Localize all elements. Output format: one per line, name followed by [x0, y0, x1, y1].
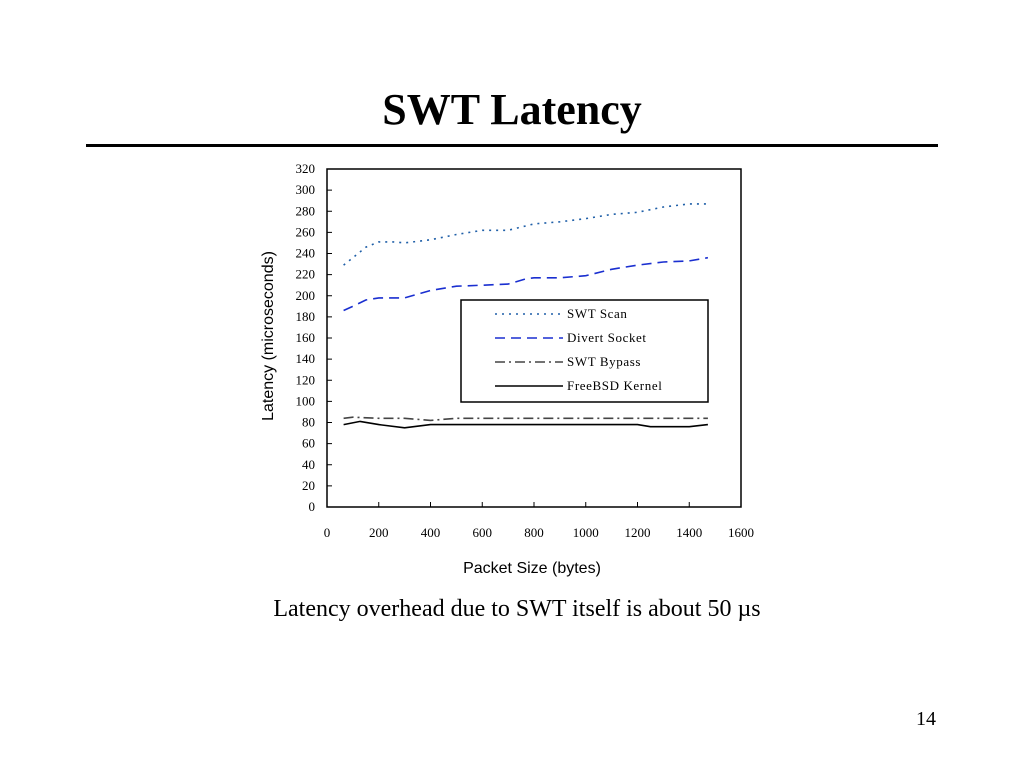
x-tick-label: 1400 — [676, 525, 702, 540]
slide-caption: Latency overhead due to SWT itself is ab… — [273, 596, 761, 622]
x-tick-label: 1000 — [573, 525, 599, 540]
y-tick-label: 0 — [309, 499, 316, 514]
y-tick-label: 220 — [296, 267, 316, 282]
legend-box — [460, 299, 709, 403]
y-tick-label: 60 — [302, 436, 315, 451]
x-tick-label: 200 — [369, 525, 389, 540]
legend-label: SWT Bypass — [567, 354, 641, 369]
y-tick-label: 320 — [296, 161, 316, 176]
y-tick-label: 140 — [296, 351, 316, 366]
series-line-swt-bypass — [343, 416, 708, 422]
legend-label: FreeBSD Kernel — [567, 378, 662, 393]
page-number: 14 — [916, 708, 936, 730]
x-tick-label: 1200 — [625, 525, 651, 540]
y-tick-label: 160 — [296, 330, 316, 345]
series-line-swt-scan — [343, 203, 708, 266]
chart-plot-area: 0 20 40 60 80 100 120 140 160 180 200 220 240 260 280 3… — [260, 161, 754, 577]
x-axis-label: Packet Size (bytes) — [463, 560, 601, 577]
y-tick-label: 260 — [296, 224, 316, 239]
y-tick-label: 200 — [296, 288, 316, 303]
y-tick-label: 100 — [296, 393, 316, 408]
x-tick-label: 400 — [421, 525, 441, 540]
series-line-divert-socket — [343, 256, 709, 312]
y-tick-label: 80 — [302, 415, 315, 430]
legend-label: SWT Scan — [567, 306, 628, 321]
y-tick-label: 20 — [302, 478, 315, 493]
y-tick-label: 40 — [302, 457, 315, 472]
y-axis-label: Latency (microseconds) — [260, 251, 277, 421]
y-tick-label: 240 — [296, 246, 316, 261]
y-tick-label: 180 — [296, 309, 316, 324]
y-tick-label: 120 — [296, 372, 316, 387]
x-tick-label: 1600 — [728, 525, 754, 540]
y-tick-label: 280 — [296, 203, 316, 218]
series-line-freebsd-kernel — [343, 420, 708, 429]
x-tick-label: 0 — [324, 525, 331, 540]
x-tick-label: 600 — [473, 525, 493, 540]
legend-label: Divert Socket — [567, 330, 647, 345]
y-tick-label: 300 — [296, 182, 316, 197]
slide-title: SWT Latency — [382, 85, 642, 134]
title-rule — [86, 144, 938, 147]
x-tick-label: 800 — [524, 525, 544, 540]
